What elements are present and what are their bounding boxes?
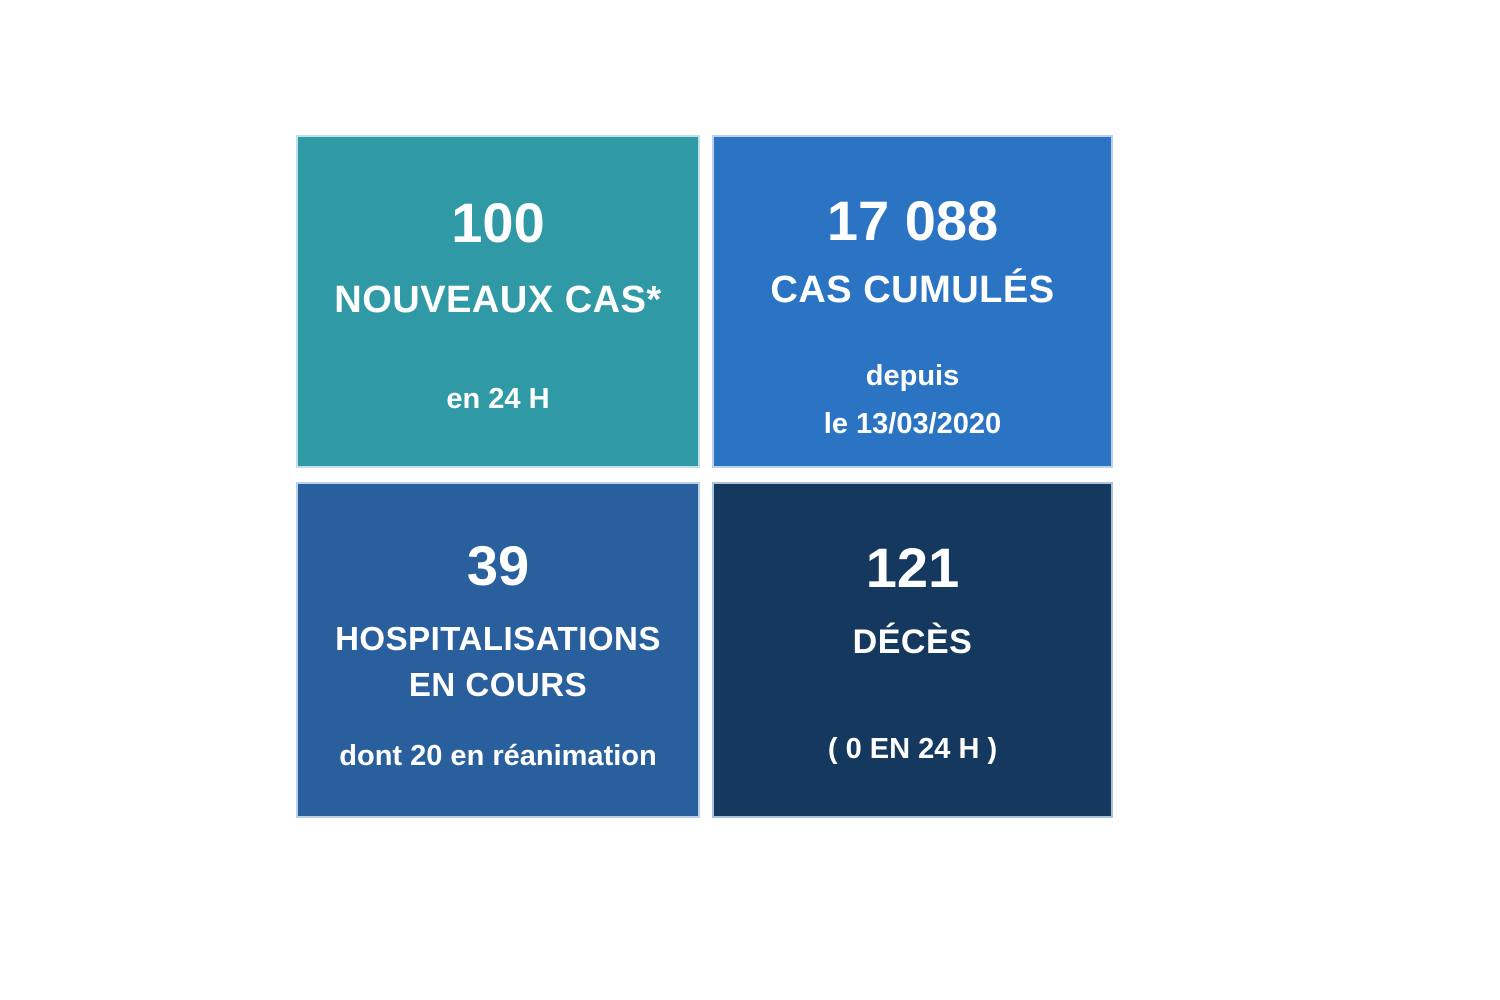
hospitalisations-label: HOSPITALISATIONS EN COURS: [335, 620, 661, 703]
cas-cumules-value: 17 088: [826, 189, 999, 252]
tile-cas-cumules: 17 088 CAS CUMULÉS depuis le 13/03/2020: [712, 135, 1113, 468]
cas-cumules-sublabel: depuis le 13/03/2020: [823, 360, 1002, 440]
tile-nouveaux-cas: 100 NOUVEAUX CAS* en 24 H: [296, 135, 700, 468]
nouveaux-cas-sublabel: en 24 H: [446, 383, 550, 415]
deces-value: 121: [865, 536, 960, 599]
tile-hospitalisations: 39 HOSPITALISATIONS EN COURS dont 20 en …: [296, 482, 700, 818]
tile-deces: 121 DÉCÈS ( 0 EN 24 H ): [712, 482, 1113, 818]
deces-sublabel: ( 0 EN 24 H ): [827, 733, 998, 765]
cas-cumules-label: CAS CUMULÉS: [770, 269, 1055, 311]
hospitalisations-sublabel: dont 20 en réanimation: [339, 740, 657, 772]
nouveaux-cas-label: NOUVEAUX CAS*: [334, 279, 662, 321]
deces-label: DÉCÈS: [852, 623, 973, 661]
nouveaux-cas-value: 100: [451, 191, 545, 254]
hospitalisations-value: 39: [466, 534, 530, 597]
